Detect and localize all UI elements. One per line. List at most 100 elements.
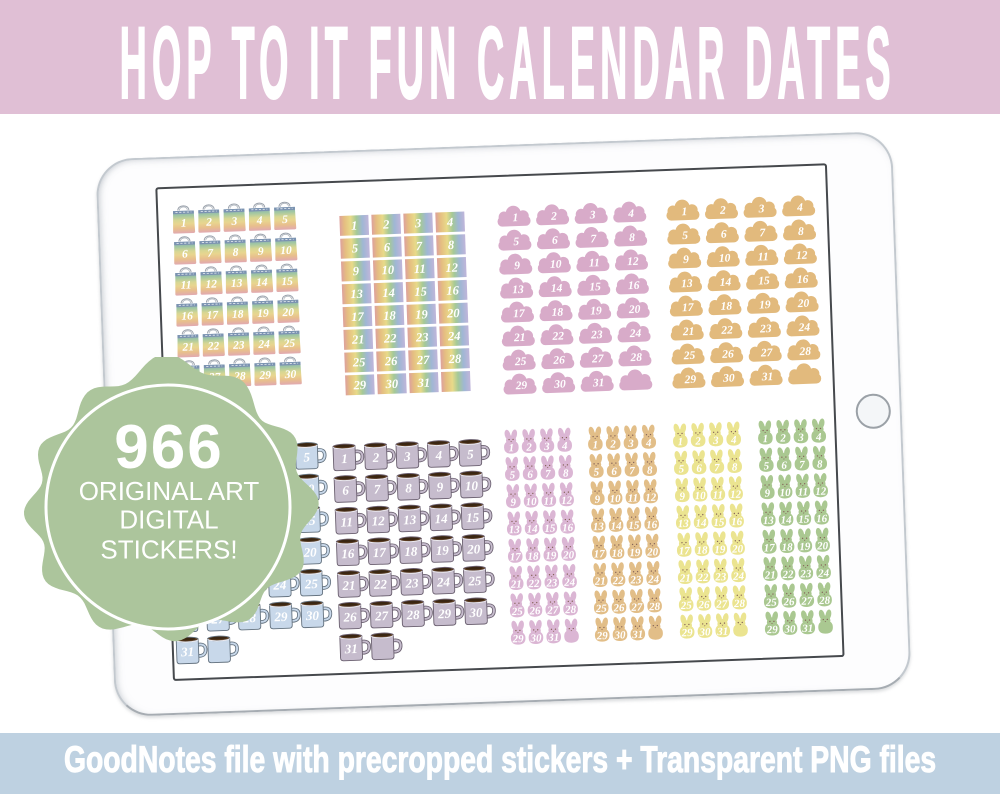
svg-text:12: 12	[561, 495, 573, 507]
svg-text:13: 13	[678, 518, 690, 530]
svg-text:20: 20	[466, 541, 481, 557]
svg-text:10: 10	[381, 263, 395, 277]
svg-text:10: 10	[280, 245, 292, 257]
svg-text:26: 26	[342, 609, 357, 625]
svg-text:31: 31	[801, 623, 813, 635]
svg-text:5: 5	[678, 463, 684, 475]
svg-text:10: 10	[694, 490, 706, 502]
svg-text:26: 26	[528, 605, 541, 617]
svg-text:18: 18	[404, 544, 418, 559]
svg-text:16: 16	[646, 519, 658, 531]
svg-text:13: 13	[681, 278, 693, 290]
svg-text:27: 27	[760, 347, 774, 359]
svg-text:29: 29	[514, 380, 527, 392]
svg-text:11: 11	[180, 279, 191, 291]
svg-text:10: 10	[525, 496, 537, 508]
svg-text:28: 28	[448, 352, 463, 367]
svg-text:2: 2	[525, 441, 532, 453]
svg-text:11: 11	[340, 514, 353, 529]
svg-text:2: 2	[779, 432, 786, 444]
svg-text:24: 24	[447, 329, 461, 343]
svg-text:15: 15	[628, 520, 640, 532]
svg-text:11: 11	[414, 262, 426, 276]
svg-text:12: 12	[371, 513, 385, 528]
svg-text:11: 11	[712, 489, 723, 501]
svg-text:18: 18	[696, 544, 708, 556]
svg-text:22: 22	[207, 340, 220, 352]
svg-text:9: 9	[436, 479, 444, 494]
svg-text:12: 12	[815, 486, 827, 498]
svg-text:3: 3	[414, 216, 422, 230]
svg-text:21: 21	[682, 326, 695, 338]
svg-text:25: 25	[683, 350, 696, 362]
svg-text:2: 2	[371, 450, 380, 465]
svg-text:13: 13	[509, 524, 521, 536]
svg-text:30: 30	[722, 372, 735, 384]
svg-text:17: 17	[373, 545, 387, 560]
svg-text:14: 14	[382, 286, 395, 300]
svg-text:19: 19	[415, 307, 429, 321]
svg-text:13: 13	[593, 521, 605, 533]
svg-text:21: 21	[764, 569, 776, 581]
svg-text:5: 5	[303, 449, 311, 464]
svg-text:1: 1	[351, 219, 358, 233]
svg-text:31: 31	[761, 371, 774, 383]
svg-text:20: 20	[646, 546, 659, 558]
svg-text:23: 23	[759, 323, 772, 335]
svg-text:25: 25	[514, 356, 527, 368]
svg-text:15: 15	[713, 517, 725, 529]
svg-text:7: 7	[545, 468, 551, 480]
svg-text:17: 17	[682, 302, 695, 314]
svg-text:4: 4	[627, 208, 634, 220]
svg-text:21: 21	[594, 575, 606, 587]
svg-text:3: 3	[797, 432, 804, 444]
svg-text:13: 13	[350, 287, 363, 301]
svg-text:30: 30	[529, 632, 542, 644]
svg-text:3: 3	[543, 441, 550, 453]
svg-text:25: 25	[352, 355, 366, 369]
svg-text:15: 15	[466, 510, 480, 525]
svg-text:19: 19	[629, 547, 641, 559]
svg-text:14: 14	[695, 517, 707, 529]
svg-text:14: 14	[780, 514, 792, 526]
svg-text:7: 7	[374, 481, 382, 496]
svg-text:9: 9	[514, 260, 520, 272]
svg-text:22: 22	[696, 572, 709, 584]
svg-text:8: 8	[732, 461, 738, 473]
svg-text:25: 25	[680, 600, 693, 612]
svg-text:13: 13	[763, 515, 775, 527]
svg-text:18: 18	[781, 541, 793, 553]
svg-text:3: 3	[230, 216, 237, 228]
svg-text:28: 28	[629, 352, 642, 364]
svg-text:6: 6	[527, 469, 533, 481]
svg-text:31: 31	[343, 641, 358, 656]
svg-text:17: 17	[510, 551, 522, 563]
svg-text:16: 16	[797, 274, 809, 286]
svg-text:23: 23	[545, 577, 558, 589]
svg-text:24: 24	[797, 322, 810, 334]
svg-text:15: 15	[281, 276, 293, 288]
svg-text:4: 4	[446, 215, 454, 229]
svg-text:26: 26	[697, 599, 710, 611]
svg-text:25: 25	[511, 606, 524, 618]
svg-text:5: 5	[682, 230, 688, 242]
svg-text:7: 7	[759, 227, 766, 239]
svg-text:11: 11	[798, 486, 809, 498]
svg-text:16: 16	[341, 546, 355, 561]
svg-text:31: 31	[631, 629, 643, 641]
svg-text:DIGITAL: DIGITAL	[119, 505, 218, 535]
svg-text:8: 8	[232, 247, 238, 259]
svg-text:19: 19	[799, 541, 811, 553]
svg-text:18: 18	[383, 308, 397, 322]
svg-text:22: 22	[781, 569, 794, 581]
svg-text:22: 22	[720, 324, 733, 336]
svg-text:15: 15	[589, 281, 601, 293]
svg-text:23: 23	[714, 571, 727, 583]
svg-text:11: 11	[628, 492, 639, 504]
svg-text:6: 6	[342, 483, 350, 498]
svg-text:1: 1	[512, 212, 518, 224]
svg-text:22: 22	[373, 576, 388, 592]
svg-text:10: 10	[465, 478, 479, 493]
svg-text:30: 30	[384, 377, 399, 392]
svg-text:2: 2	[609, 438, 616, 450]
